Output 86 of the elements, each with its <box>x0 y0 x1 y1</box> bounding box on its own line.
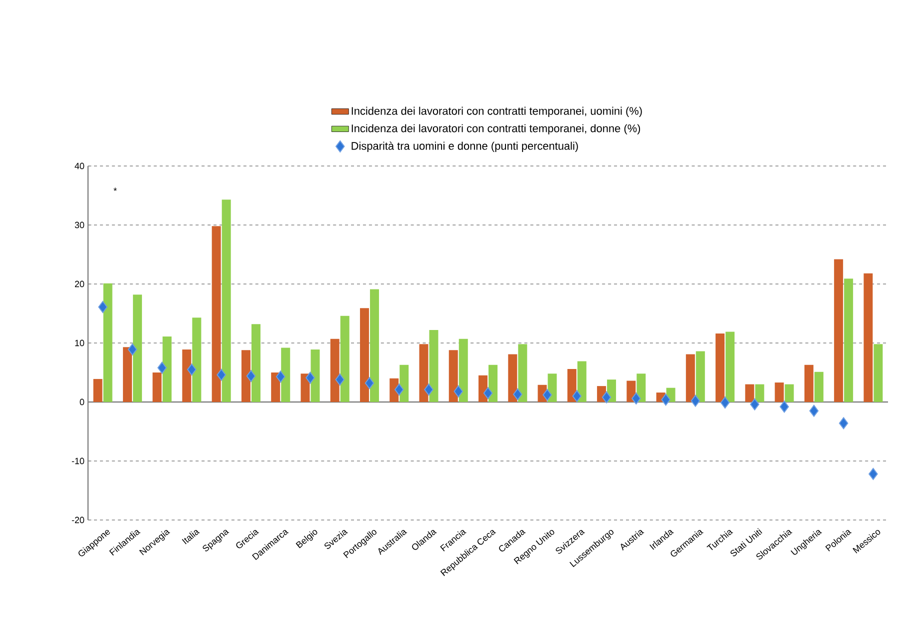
legend-label: Incidenza dei lavoratori con contratti temporanei, donne (%) <box>352 124 640 134</box>
y-tick-label: 0 <box>80 398 84 406</box>
bar <box>577 361 586 402</box>
bar <box>251 324 260 402</box>
bar <box>755 384 764 402</box>
annotation: * <box>114 188 117 191</box>
bar <box>419 344 428 402</box>
y-tick-label: 20 <box>74 280 84 288</box>
bar <box>864 273 873 402</box>
bar <box>784 384 794 402</box>
bar <box>448 350 458 402</box>
bar <box>814 372 824 402</box>
point <box>483 387 493 400</box>
bar <box>567 368 576 402</box>
x-tick-label: Italia <box>182 530 200 544</box>
point <box>306 372 315 384</box>
bar <box>300 374 310 402</box>
bar <box>745 384 754 402</box>
point <box>513 388 522 400</box>
bar <box>93 378 102 402</box>
bar <box>132 294 142 402</box>
point <box>809 404 819 417</box>
bar <box>834 259 844 402</box>
point <box>661 394 670 406</box>
bar <box>271 372 280 402</box>
bar <box>636 374 646 402</box>
point <box>454 385 464 398</box>
bar <box>192 318 202 402</box>
point <box>838 417 848 430</box>
bar <box>548 374 557 402</box>
y-tick-label: 30 <box>74 222 84 228</box>
bar <box>726 332 735 402</box>
bar <box>162 336 172 402</box>
point <box>632 392 641 404</box>
point <box>572 390 582 402</box>
bar <box>458 338 468 402</box>
point <box>602 391 612 404</box>
point <box>187 364 196 376</box>
point <box>276 370 286 383</box>
bar <box>844 278 854 402</box>
point <box>780 400 789 413</box>
point <box>394 384 404 396</box>
point <box>216 368 226 381</box>
y-tick-label: 40 <box>74 162 84 170</box>
y-tick-label: -10 <box>72 458 84 464</box>
legend-label: Incidenza dei lavoratori con contratti temporanei, uomini (%) <box>352 106 642 117</box>
bar <box>182 349 192 402</box>
bar <box>310 349 320 402</box>
bar <box>508 354 518 402</box>
bar <box>696 351 705 402</box>
bar <box>103 283 112 402</box>
bar <box>400 364 409 402</box>
point <box>690 394 700 407</box>
point <box>128 343 138 356</box>
bar <box>360 308 369 402</box>
bar <box>222 200 231 402</box>
bar <box>874 344 883 402</box>
y-tick-label: 10 <box>75 340 84 346</box>
point <box>246 370 256 382</box>
point <box>335 374 344 386</box>
point <box>364 377 374 390</box>
bar <box>370 289 379 402</box>
bar <box>122 347 132 402</box>
point <box>542 388 552 401</box>
legend-label: Disparità tra uomini e donne (punti percentuali) <box>352 142 578 152</box>
point <box>157 362 167 374</box>
bar <box>716 334 725 402</box>
bar <box>686 354 695 402</box>
bar <box>241 350 250 402</box>
point <box>750 398 760 410</box>
bar <box>518 344 528 402</box>
point <box>424 384 434 396</box>
point <box>868 468 878 480</box>
point <box>720 396 730 409</box>
bar <box>429 330 438 402</box>
bar <box>212 226 221 402</box>
bar <box>804 364 814 402</box>
bar <box>478 375 488 402</box>
bar <box>488 364 498 402</box>
bar <box>281 348 290 402</box>
point <box>98 300 108 313</box>
bar <box>152 372 162 402</box>
bar <box>340 316 350 402</box>
bar <box>330 338 340 402</box>
bar <box>774 382 784 402</box>
y-tick-label: -20 <box>72 516 84 524</box>
